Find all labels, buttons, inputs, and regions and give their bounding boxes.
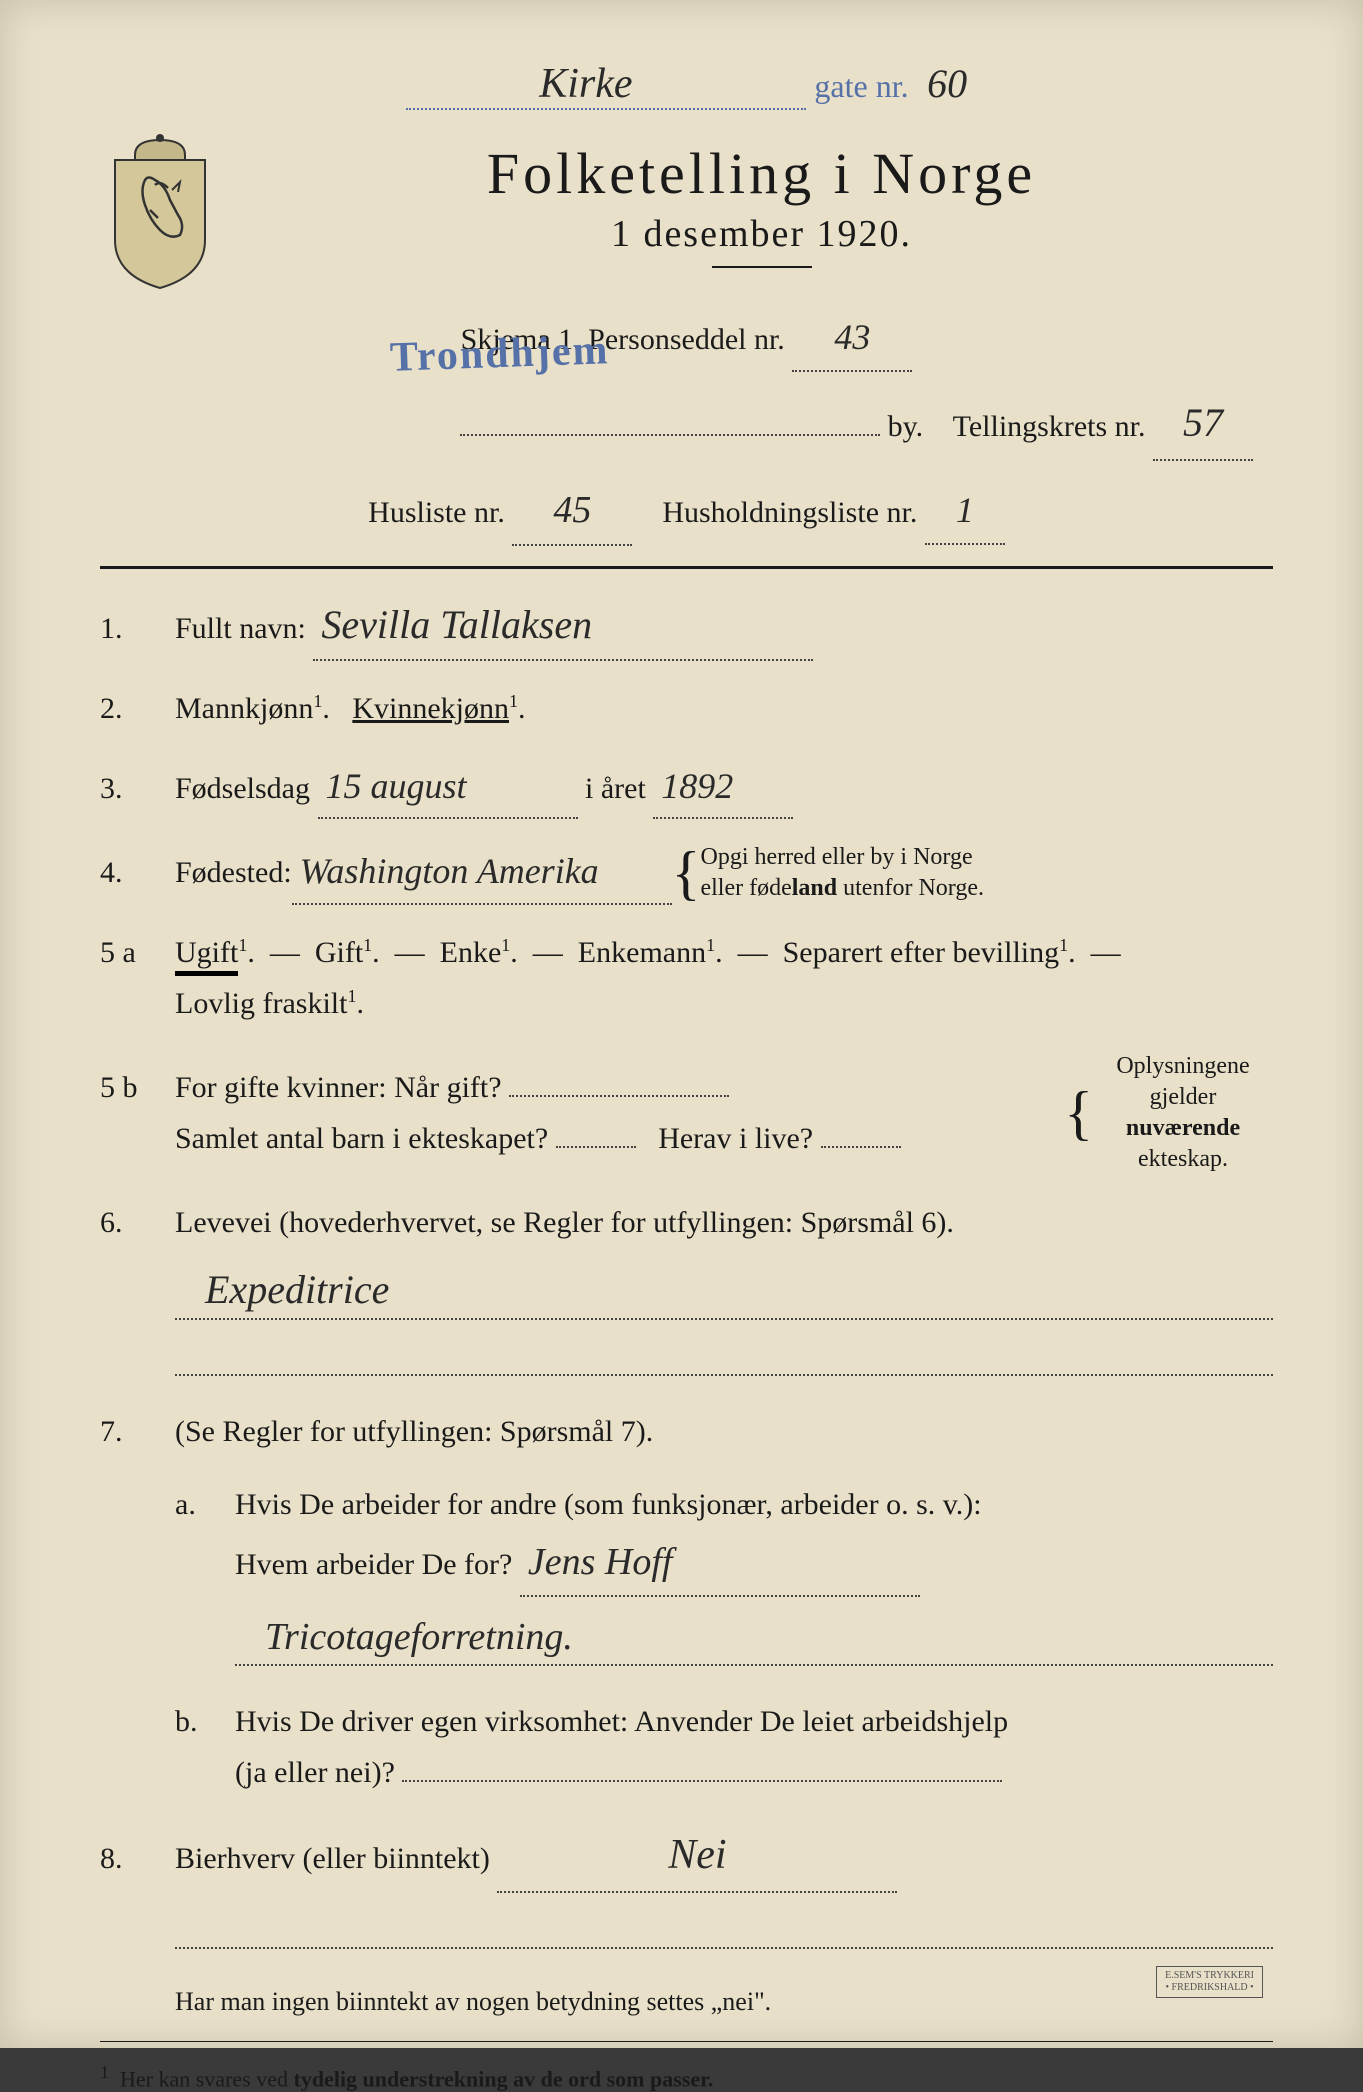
- q5a-separert: Separert efter bevilling: [783, 936, 1060, 969]
- q4-note2: eller fødeland utenfor Norge.: [700, 875, 984, 901]
- meta-line-3: Husliste nr. 45 Husholdningsliste nr. 1: [100, 476, 1273, 546]
- q5b-note1: Oplysningene: [1116, 1053, 1249, 1079]
- q7b-line2: (ja eller nei)?: [235, 1756, 395, 1789]
- q7a-value2: Tricotageforretning.: [235, 1605, 1273, 1666]
- q5a-ugift: Ugift: [175, 936, 238, 976]
- q5b-line2a: Samlet antal barn i ekteskapet?: [175, 1122, 548, 1155]
- footnote-text: Her kan svares ved tydelig understreknin…: [120, 2066, 713, 2091]
- q1-num: 1.: [100, 603, 155, 654]
- q5b-line2b: Herav i live?: [658, 1122, 813, 1155]
- q4-row: 4. Fødested: Washington Amerika { Opgi h…: [100, 841, 1273, 904]
- q3-year-label: i året: [585, 772, 646, 805]
- coat-of-arms-icon: [100, 130, 220, 290]
- street-header: Kirke gate nr. 60: [100, 60, 1273, 110]
- sub-title: 1 desember 1920.: [250, 212, 1273, 256]
- printer-stamp: E.SEM'S TRYKKERI• FREDRIKSHALD •: [1156, 1966, 1263, 1998]
- personseddel-nr: 43: [792, 305, 912, 372]
- street-name: Kirke: [539, 61, 632, 107]
- q6-label: Levevei (hovederhvervet, se Regler for u…: [175, 1206, 954, 1239]
- q3-year: 1892: [653, 756, 793, 819]
- q5b-note2: gjelder nuværende: [1126, 1084, 1240, 1141]
- q7b-line1: Hvis De driver egen virksomhet: Anvender…: [235, 1705, 1008, 1738]
- meta-line-2: by. Tellingskrets nr. 57: [100, 387, 1273, 461]
- tellingskrets-label: Tellingskrets nr.: [953, 410, 1146, 443]
- q8-num: 8.: [100, 1833, 155, 1884]
- q3-num: 3.: [100, 763, 155, 814]
- husliste-nr: 45: [512, 476, 632, 546]
- q7-row: 7. (Se Regler for utfyllingen: Spørsmål …: [100, 1406, 1273, 1457]
- q2-num: 2.: [100, 683, 155, 734]
- street-number: 60: [927, 61, 967, 106]
- footnote: 1 Her kan svares ved tydelig understrekn…: [100, 2062, 1273, 2092]
- q5a-gift: Gift: [315, 936, 363, 969]
- q3-row: 3. Fødselsdag 15 august i året 1892: [100, 756, 1273, 819]
- q8-row: 8. Bierhverv (eller biinntekt) Nei: [100, 1820, 1273, 1957]
- husholdning-nr: 1: [925, 478, 1005, 545]
- q1-label: Fullt navn:: [175, 612, 306, 645]
- q7b-row: b. Hvis De driver egen virksomhet: Anven…: [175, 1696, 1273, 1798]
- q3-day: 15 august: [318, 756, 578, 819]
- main-title: Folketelling i Norge: [250, 140, 1273, 207]
- q6-value: Expeditrice: [175, 1256, 1273, 1320]
- q7a-line2: Hvem arbeider De for?: [235, 1548, 512, 1581]
- divider: [100, 566, 1273, 569]
- q5a-fraskilt: Lovlig fraskilt: [175, 987, 347, 1020]
- q5a-num: 5 a: [100, 927, 155, 978]
- q5b-line1: For gifte kvinner: Når gift?: [175, 1071, 502, 1104]
- q4-label: Fødested:: [175, 847, 292, 898]
- q6-num: 6.: [100, 1197, 155, 1248]
- q8-label: Bierhverv (eller biinntekt): [175, 1842, 490, 1875]
- q5b-row: 5 b For gifte kvinner: Når gift? Samlet …: [100, 1051, 1273, 1176]
- q1-value: Sevilla Tallaksen: [313, 591, 813, 661]
- q2-mann: Mannkjønn: [175, 692, 313, 725]
- q5a-enkemann: Enkemann: [578, 936, 706, 969]
- q7-intro: (Se Regler for utfyllingen: Spørsmål 7).: [175, 1415, 653, 1448]
- husliste-label: Husliste nr.: [368, 496, 505, 529]
- q5b-num: 5 b: [100, 1062, 155, 1113]
- q2-row: 2. Mannkjønn1. Kvinnekjønn1.: [100, 683, 1273, 734]
- q4-note1: Opgi herred eller by i Norge: [700, 844, 972, 870]
- q1-row: 1. Fullt navn: Sevilla Tallaksen: [100, 591, 1273, 661]
- title-row: Folketelling i Norge 1 desember 1920.: [100, 130, 1273, 290]
- gate-label: gate nr.: [814, 68, 908, 104]
- q3-label: Fødselsdag: [175, 772, 310, 805]
- title-rule: [712, 266, 812, 268]
- q4-value: Washington Amerika: [292, 841, 672, 904]
- title-block: Folketelling i Norge 1 desember 1920.: [250, 130, 1273, 278]
- q5a-row: 5 a Ugift1. — Gift1. — Enke1. — Enkemann…: [100, 927, 1273, 1029]
- q5b-note3: ekteskap.: [1138, 1146, 1228, 1172]
- divider-thin: [100, 2041, 1273, 2042]
- meta-line-1: Skjema 1. Personseddel nr. 43 Trondhjem: [100, 305, 1273, 372]
- city-stamp: Trondhjem: [389, 313, 611, 396]
- q7a-num: a.: [175, 1479, 215, 1530]
- q2-kvinne: Kvinnekjønn: [352, 692, 509, 725]
- q7b-num: b.: [175, 1696, 215, 1747]
- q4-num: 4.: [100, 847, 155, 898]
- q5a-enke: Enke: [440, 936, 502, 969]
- q7a-line1: Hvis De arbeider for andre (som funksjon…: [235, 1488, 982, 1521]
- by-label: by.: [888, 410, 924, 443]
- q7a-value1: Jens Hoff: [520, 1530, 920, 1597]
- tellingskrets-nr: 57: [1153, 387, 1253, 461]
- footer-hint: Har man ingen biinntekt av nogen betydni…: [175, 1979, 1273, 2026]
- husholdning-label: Husholdningsliste nr.: [662, 496, 917, 529]
- q6-row: 6. Levevei (hovederhvervet, se Regler fo…: [100, 1197, 1273, 1384]
- q8-value: Nei: [497, 1820, 897, 1893]
- census-form-page: Kirke gate nr. 60 Folketelling i Norge 1…: [0, 0, 1363, 2048]
- q7-num: 7.: [100, 1406, 155, 1457]
- q7a-row: a. Hvis De arbeider for andre (som funks…: [175, 1479, 1273, 1673]
